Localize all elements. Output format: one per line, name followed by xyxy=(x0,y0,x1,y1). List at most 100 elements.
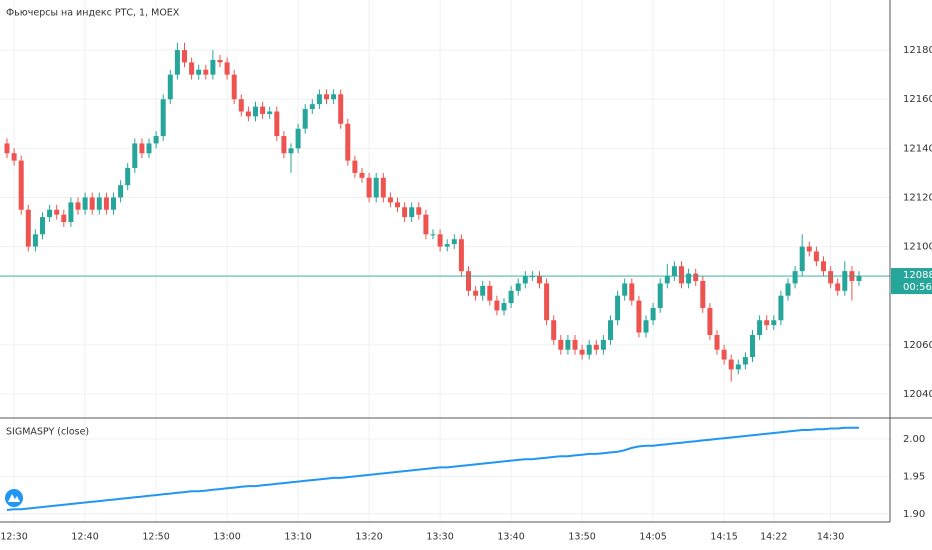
candle-body xyxy=(473,290,479,296)
marks xyxy=(0,42,890,511)
candle-body xyxy=(231,74,237,100)
candle-body xyxy=(345,123,351,161)
x-tick-label: 12:50 xyxy=(142,532,169,543)
candle-body xyxy=(615,295,621,321)
candle-body xyxy=(707,307,713,335)
x-tick-label: 13:20 xyxy=(355,532,382,543)
candle-body xyxy=(260,106,266,114)
grid xyxy=(0,0,890,522)
candle-body xyxy=(821,261,826,272)
candle-body xyxy=(68,202,74,223)
candle-body xyxy=(430,234,436,236)
y-tick-label: 121800 xyxy=(903,45,932,56)
countdown: 00:56 xyxy=(903,282,932,293)
y-tick-label: 121600 xyxy=(903,94,932,105)
chart-title: Фьючерсы на индекс РТС, 1, MOEX xyxy=(6,8,180,19)
candle-body xyxy=(501,303,507,311)
candle-body xyxy=(387,197,393,203)
candle-body xyxy=(125,167,131,186)
candle-body xyxy=(40,217,45,235)
last-price-box xyxy=(891,268,932,295)
x-tick-label: 13:10 xyxy=(284,532,311,543)
x-tick-label: 13:50 xyxy=(568,532,595,543)
candle-body xyxy=(622,283,628,296)
candle-body xyxy=(281,136,287,154)
candle-body xyxy=(785,283,791,296)
candle-body xyxy=(238,99,244,112)
candle-body xyxy=(146,143,152,154)
candle-body xyxy=(139,143,145,154)
x-tick-label: 12:40 xyxy=(71,532,98,543)
candle-body xyxy=(82,197,88,210)
candle-body xyxy=(189,62,195,75)
candle-body xyxy=(778,295,784,321)
candle-body xyxy=(650,307,656,321)
y-tick-label: 120600 xyxy=(903,340,932,351)
candle-body xyxy=(806,246,812,252)
candle-body xyxy=(11,153,17,161)
x-tick-label: 13:00 xyxy=(213,532,240,543)
candle-body xyxy=(423,214,429,235)
candle-body xyxy=(714,334,720,350)
candle-body xyxy=(203,69,209,75)
candle-body xyxy=(416,207,422,215)
candle-body xyxy=(61,214,67,223)
indicator-line xyxy=(6,426,859,511)
y-tick-label: 1.90 xyxy=(903,509,925,520)
candle-body xyxy=(160,99,166,137)
x-tick-label: 13:30 xyxy=(426,532,453,543)
y-tick-label: 1.95 xyxy=(903,471,925,482)
candle-body xyxy=(813,251,819,262)
candle-body xyxy=(295,128,301,149)
candle-body xyxy=(288,148,294,154)
x-tick-label: 14:22 xyxy=(760,532,787,543)
candle-body xyxy=(437,234,443,247)
x-tick-label: 14:05 xyxy=(639,532,666,543)
candle-body xyxy=(693,273,699,281)
candle-body xyxy=(182,50,187,63)
x-tick-label: 13:40 xyxy=(497,532,524,543)
candle-body xyxy=(267,111,273,114)
candle-body xyxy=(842,271,848,291)
candle-body xyxy=(735,364,741,370)
y-tick-label: 121000 xyxy=(903,242,932,253)
candle-body xyxy=(586,344,592,355)
indicator-title: SIGMASPY (close) xyxy=(6,427,89,438)
logo xyxy=(5,489,23,507)
candle-body xyxy=(686,273,692,284)
candle-body xyxy=(444,244,450,247)
x-tick-label: 12:30 xyxy=(0,532,27,543)
candle-body xyxy=(395,202,400,208)
candle-body xyxy=(359,172,365,178)
candle-body xyxy=(728,359,734,370)
candle-body xyxy=(608,320,613,340)
candle-body xyxy=(47,209,53,218)
candle-body xyxy=(245,111,251,117)
candle-body xyxy=(764,320,770,326)
candle-body xyxy=(54,209,60,215)
candle-body xyxy=(153,136,159,144)
candle-body xyxy=(529,276,535,278)
candle-body xyxy=(373,177,379,198)
candle-body xyxy=(750,334,755,358)
candle-body xyxy=(380,177,386,198)
candle-body xyxy=(657,283,663,308)
candle-body xyxy=(721,349,727,360)
candle-body xyxy=(309,104,315,110)
candle-body xyxy=(111,197,116,210)
candle-body xyxy=(636,300,642,333)
candle-body xyxy=(32,234,38,247)
candle-body xyxy=(75,202,81,210)
candle-body xyxy=(451,239,457,245)
candle-body xyxy=(515,283,521,291)
candle-body xyxy=(316,94,322,105)
candle-body xyxy=(487,285,493,301)
candle-body xyxy=(671,266,677,277)
candle-body xyxy=(664,276,670,284)
candle-body xyxy=(89,197,95,210)
candle-body xyxy=(409,207,415,218)
candle-body xyxy=(174,50,180,75)
candle-body xyxy=(196,69,202,75)
candle-body xyxy=(572,339,578,350)
